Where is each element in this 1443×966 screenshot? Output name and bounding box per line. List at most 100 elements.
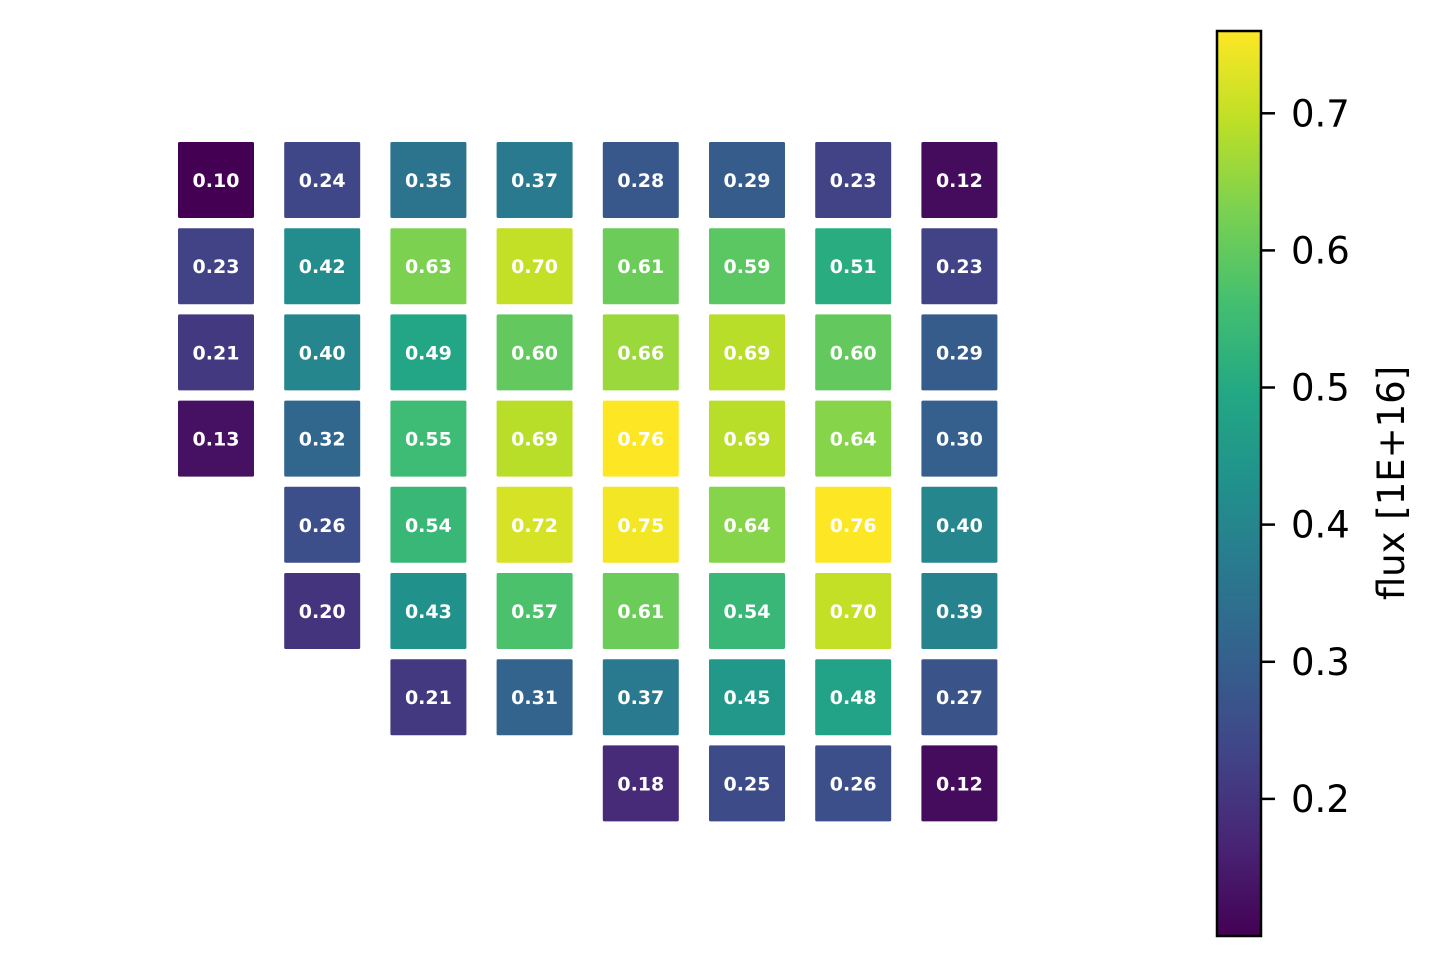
heatmap-cell (284, 400, 361, 477)
cell-value-label: 0.59 (724, 256, 771, 278)
colorbar-tick-label: 0.2 (1291, 778, 1350, 821)
heatmap-cell (390, 573, 467, 649)
cell-value-label: 0.28 (617, 170, 664, 192)
heatmap-cell (815, 314, 892, 391)
colorbar-frame (1215, 29, 1263, 938)
heatmap-cell (178, 142, 254, 218)
cell-value-label: 0.29 (724, 170, 771, 192)
heatmap-cell (709, 228, 785, 305)
cell-value-label: 0.55 (405, 429, 452, 451)
heatmap-cell (178, 314, 254, 391)
cell-value-label: 0.37 (617, 687, 664, 709)
heatmap-cell (709, 573, 785, 649)
cell-value-label: 0.70 (511, 256, 558, 278)
colorbar-tick-label: 0.4 (1291, 504, 1350, 547)
cell-value-label: 0.26 (830, 773, 877, 795)
colorbar-gradient (1217, 31, 1261, 936)
cell-value-label: 0.66 (617, 342, 664, 364)
heatmap-cell (390, 228, 467, 305)
cell-value-label: 0.54 (724, 601, 771, 623)
heatmap-cell (921, 745, 998, 822)
cell-value-label: 0.64 (724, 515, 771, 537)
heatmap-cell (602, 400, 679, 477)
heatmap-cell (709, 659, 785, 736)
cell-value-label: 0.75 (617, 515, 664, 537)
heatmap-cell (496, 573, 573, 649)
heatmap-cell (602, 573, 679, 649)
cell-value-label: 0.40 (299, 342, 346, 364)
cell-value-label: 0.12 (936, 170, 983, 192)
heatmap-cell (921, 573, 998, 649)
heatmap-cell (284, 142, 361, 218)
heatmap-cell (390, 400, 467, 477)
colorbar-ticks: 0.2 0.3 0.4 0.5 0.6 0.7 (1261, 92, 1350, 821)
cell-value-label: 0.72 (511, 515, 558, 537)
heatmap-cell (496, 486, 573, 563)
cell-value-label: 0.35 (405, 170, 452, 192)
heatmap-cells: 0.10 0.24 0.35 0.37 0.28 0.29 0.23 0.12 0.23 0.42… (178, 142, 998, 822)
cell-value-label: 0.23 (193, 256, 240, 278)
cell-value-label: 0.76 (830, 515, 877, 537)
cell-value-label: 0.29 (936, 342, 983, 364)
cell-value-label: 0.21 (193, 342, 240, 364)
cell-value-label: 0.10 (193, 170, 240, 192)
cell-value-label: 0.69 (724, 342, 771, 364)
cell-value-label: 0.42 (299, 256, 346, 278)
heatmap-cell (496, 228, 573, 305)
heatmap-cell (284, 573, 361, 649)
cell-value-label: 0.76 (617, 429, 664, 451)
cell-value-label: 0.23 (830, 170, 877, 192)
heatmap-cell (602, 745, 679, 822)
heatmap-cell (815, 573, 892, 649)
heatmap-cell (815, 142, 892, 218)
cell-value-label: 0.60 (830, 342, 877, 364)
heatmap-cell (602, 486, 679, 563)
colorbar: 0.2 0.3 0.4 0.5 0.6 0.7 flux [1E+16] (1215, 29, 1413, 938)
heatmap-cell (815, 228, 892, 305)
heatmap-cell (602, 228, 679, 305)
cell-value-label: 0.64 (830, 429, 877, 451)
cell-value-label: 0.27 (936, 687, 983, 709)
heatmap-cell (709, 400, 785, 477)
cell-value-label: 0.45 (724, 687, 771, 709)
heatmap-cell (709, 314, 785, 391)
cell-value-label: 0.43 (405, 601, 452, 623)
cell-value-label: 0.70 (830, 601, 877, 623)
colorbar-tick-label: 0.6 (1291, 229, 1350, 272)
cell-value-label: 0.13 (193, 429, 240, 451)
cell-value-label: 0.24 (299, 170, 346, 192)
heatmap-cell (921, 314, 998, 391)
heatmap-cell (390, 659, 467, 736)
heatmap-cell (921, 142, 998, 218)
cell-value-label: 0.69 (511, 429, 558, 451)
heatmap-cell (390, 486, 467, 563)
heatmap-cell (921, 228, 998, 305)
cell-value-label: 0.37 (511, 170, 558, 192)
cell-value-label: 0.49 (405, 342, 452, 364)
cell-value-label: 0.12 (936, 773, 983, 795)
colorbar-tick-label: 0.5 (1291, 367, 1350, 410)
cell-value-label: 0.40 (936, 515, 983, 537)
heatmap-cell (496, 142, 573, 218)
heatmap-cell (815, 400, 892, 477)
cell-value-label: 0.18 (617, 773, 664, 795)
heatmap-cell (921, 659, 998, 736)
heatmap-cell (390, 142, 467, 218)
heatmap-cell (284, 486, 361, 563)
cell-value-label: 0.61 (617, 601, 664, 623)
heatmap-cell (815, 745, 892, 822)
colorbar-label: flux [1E+16] (1370, 366, 1413, 600)
heatmap-cell (602, 142, 679, 218)
cell-value-label: 0.63 (405, 256, 452, 278)
heatmap-cell (178, 400, 254, 477)
heatmap-cell (602, 659, 679, 736)
cell-value-label: 0.39 (936, 601, 983, 623)
cell-value-label: 0.21 (405, 687, 452, 709)
heatmap-cell (921, 400, 998, 477)
cell-value-label: 0.61 (617, 256, 664, 278)
heatmap-cell (284, 314, 361, 391)
heatmap-cell (602, 314, 679, 391)
heatmap-cell (496, 400, 573, 477)
heatmap-cell (709, 142, 785, 218)
